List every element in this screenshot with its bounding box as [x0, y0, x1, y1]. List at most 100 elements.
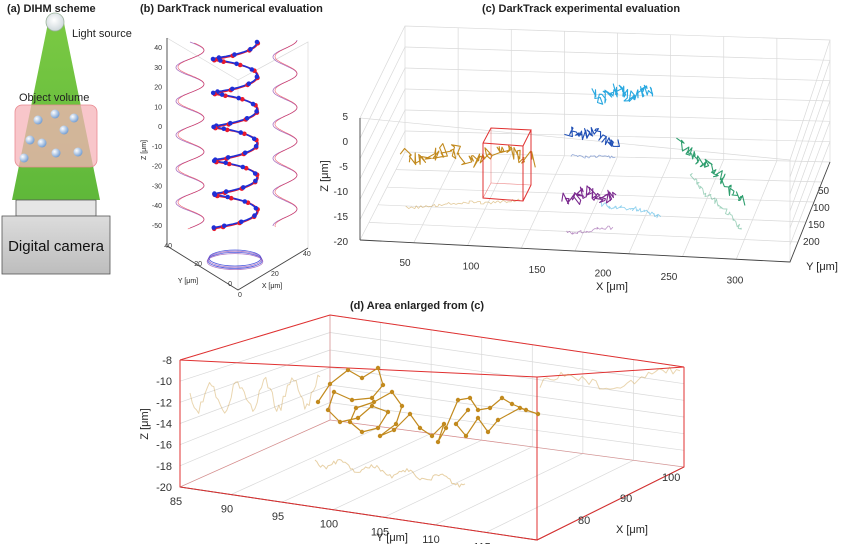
panel-b-point-blue: [210, 56, 216, 62]
panel-c-x-ticks: 50 100 150 200 250 300: [399, 258, 743, 287]
panel-b-z-tick: -10: [152, 144, 162, 151]
panel-b-y-tick: 20: [194, 261, 202, 268]
panel-b-ylabel: Y [μm]: [178, 278, 198, 285]
panel-b-point-blue: [250, 101, 256, 107]
panel-d-point: [495, 417, 501, 423]
panel-c-trajectories: [399, 83, 746, 235]
panel-d-point: [375, 425, 381, 431]
panel-d-point: [535, 411, 541, 417]
panel-c-x-tick: 200: [595, 269, 612, 280]
panel-c-z-ticks: 5 0 -5 -10 -15 -20: [334, 112, 349, 248]
panel-d-ylabel: Y [μm]: [376, 532, 408, 544]
panel-c-trajectory-purple: [561, 185, 617, 205]
panel-b-z-tick: 0: [158, 124, 162, 131]
panel-d-point: [347, 419, 353, 425]
panel-b-point-blue: [253, 143, 259, 149]
panel-d-z-tick: -18: [156, 461, 172, 473]
panel-b-point-red: [226, 161, 232, 167]
panel-c-experimental-evaluation: (c) DarkTrack experimental evaluation 50…: [319, 3, 838, 293]
object-volume-label: Object volume: [19, 92, 89, 104]
panel-b-y-tick: 40: [164, 243, 172, 250]
panel-b-point-blue: [230, 86, 235, 92]
panel-d-floor-shadow: [314, 459, 466, 488]
panel-c-shadow-darkblue: [570, 154, 616, 159]
panel-d-point: [509, 401, 515, 407]
panel-c-shadow-purple: [566, 225, 614, 235]
panel-b-projection-left: [175, 41, 205, 229]
panel-d-point: [475, 415, 481, 421]
panel-b-x-tick: 40: [303, 251, 311, 258]
panel-b-point-red: [240, 97, 245, 102]
panel-c-z-tick: -20: [334, 237, 349, 248]
panel-d-z-tick: -8: [162, 355, 172, 367]
panel-b-point-blue: [225, 155, 231, 160]
panel-d-point: [369, 395, 375, 401]
panel-b-projection-right: [274, 40, 298, 228]
panel-b-point-blue: [244, 116, 250, 121]
panel-b-point-blue: [248, 46, 253, 52]
panel-d-point: [517, 405, 523, 411]
panel-b-x-tick: 20: [271, 271, 279, 278]
panel-d-background-trajectory: [189, 374, 321, 414]
panel-d-point: [435, 439, 441, 445]
panel-c-z-tick: 5: [342, 112, 348, 123]
panel-c-ylabel: Y [μm]: [806, 261, 838, 273]
panel-d-trajectory: [189, 365, 681, 488]
panel-b-point-blue: [225, 194, 230, 200]
panel-c-x-tick: 250: [661, 272, 678, 283]
panel-d-point: [345, 367, 351, 373]
panel-b-point-blue: [219, 92, 225, 97]
panel-d-point: [315, 399, 321, 405]
panel-b-projection-left: [177, 42, 205, 230]
panel-d-point: [399, 403, 405, 409]
panel-b-point-blue: [222, 223, 227, 229]
panel-b-point-blue: [240, 164, 246, 170]
panel-d-point: [463, 433, 469, 439]
panel-b-point-blue: [242, 199, 248, 204]
panel-c-zlabel: Z [μm]: [319, 160, 331, 191]
panel-d-z-tick: -10: [156, 376, 172, 388]
panel-c-z-tick: -15: [334, 212, 349, 223]
panel-b-point-blue: [210, 90, 216, 96]
panel-b-point-blue: [223, 189, 229, 194]
light-source-label: Light source: [72, 28, 132, 40]
panel-b-point-blue: [249, 67, 255, 72]
panel-d-point: [417, 425, 423, 431]
panel-b-z-tick: -30: [152, 183, 162, 190]
panel-b-point-blue: [228, 120, 233, 126]
particle-beads: [19, 109, 83, 163]
panel-b-z-tick: -20: [152, 164, 162, 171]
panel-d-point: [355, 415, 361, 421]
panel-d-point: [393, 421, 399, 427]
panel-c-trajectory-darkblue: [564, 126, 620, 147]
panel-c-trajectory-lightblue: [591, 83, 654, 105]
panel-d-point: [375, 365, 381, 371]
panel-d-point: [475, 407, 481, 413]
panel-b-y-ticks: 0 20 40: [164, 243, 232, 288]
panel-b-z-tick: 20: [154, 85, 162, 92]
digital-camera-label: Digital camera: [8, 238, 105, 255]
panel-b-point-blue: [253, 178, 258, 184]
panel-d-y-tick: 100: [320, 519, 338, 531]
panel-d-background-trajectory: [539, 366, 681, 390]
panel-d-y-tick: 105: [371, 526, 389, 538]
panel-d-point: [359, 429, 365, 435]
panel-d-point: [325, 407, 331, 413]
panel-b-z-tick: 40: [154, 45, 162, 52]
digital-camera: [1, 215, 111, 275]
panel-d-y-tick: 85: [170, 496, 182, 508]
panel-d-point: [523, 407, 529, 413]
panel-c-y-ticks: 50 100 150 200: [803, 186, 830, 248]
panel-b-point-blue: [236, 95, 241, 101]
panel-c-xlabel: X [μm]: [596, 281, 628, 293]
panel-d-enlarged-area: (d) Area enlarged from (c) -8 -10 -12 -14 -1…: [139, 300, 685, 544]
panel-b-point-blue: [254, 39, 260, 45]
panel-d-y-ticks: 859095100105110115120: [170, 496, 491, 544]
panel-d-point: [327, 381, 333, 387]
panel-d-point: [353, 405, 359, 411]
panel-d-z-tick: -14: [156, 419, 172, 431]
panel-d-point: [465, 407, 471, 413]
panel-b-point-blue: [223, 160, 228, 166]
panel-d-point: [391, 427, 397, 433]
panel-b-z-tick: -50: [152, 223, 162, 230]
